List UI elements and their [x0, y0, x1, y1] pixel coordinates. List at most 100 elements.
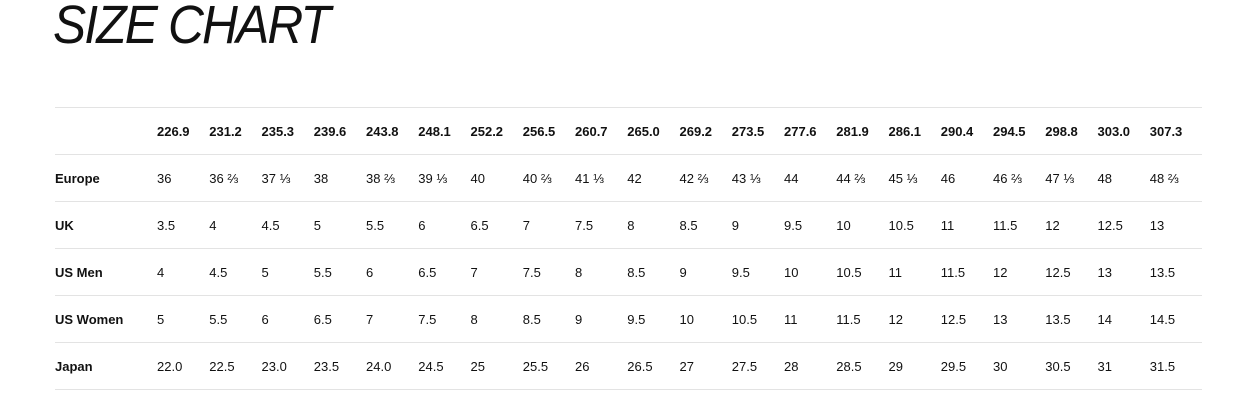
table-cell: 5.5 — [313, 248, 366, 296]
table-cell: 5 — [261, 248, 314, 296]
column-header: 265.0 — [627, 107, 680, 155]
header-row: 226.9 231.2 235.3 239.6 243.8 248.1 252.2 256.5… — [55, 107, 1202, 155]
table-cell: 4.5 — [209, 248, 262, 296]
table-cell: 31.5 — [1149, 342, 1202, 390]
table-cell: 38 — [313, 154, 366, 202]
table-cell: 7.5 — [522, 248, 575, 296]
table-cell: 4 — [157, 248, 210, 296]
row-label: UK — [55, 201, 157, 249]
table-cell: 6.5 — [470, 201, 523, 249]
table-cell: 23.0 — [261, 342, 314, 390]
table-cell: 6 — [418, 201, 471, 249]
table-cell: 24.5 — [418, 342, 471, 390]
table-cell: 8 — [627, 201, 680, 249]
table-cell: 40 ⅔ — [522, 154, 575, 202]
table-cell: 37 ⅓ — [261, 154, 314, 202]
table-cell: 38 ⅔ — [366, 154, 419, 202]
table-cell: 22.5 — [209, 342, 262, 390]
table-cell: 6 — [366, 248, 419, 296]
row-label: US Men — [55, 248, 157, 296]
column-header: 235.3 — [261, 107, 314, 155]
table-cell: 4 — [209, 201, 262, 249]
table-cell: 11.5 — [993, 201, 1046, 249]
table-cell: 5.5 — [209, 295, 262, 343]
table-cell: 44 ⅔ — [836, 154, 889, 202]
table-cell: 12.5 — [1045, 248, 1098, 296]
column-header: 239.6 — [313, 107, 366, 155]
table-cell: 11 — [784, 295, 837, 343]
column-header: 290.4 — [940, 107, 993, 155]
table-cell: 9.5 — [784, 201, 837, 249]
row-label: Europe — [55, 154, 157, 202]
row-label: Japan — [55, 342, 157, 390]
table-cell: 39 ⅓ — [418, 154, 471, 202]
table-cell: 36 ⅔ — [209, 154, 262, 202]
table-row: Europe 36 36 ⅔ 37 ⅓ 38 38 ⅔ 39 ⅓ 40 40 ⅔ 41 ⅓ 42 42… — [55, 154, 1202, 202]
table-cell: 8.5 — [627, 248, 680, 296]
table-cell: 30 — [993, 342, 1046, 390]
table-cell: 11 — [940, 201, 993, 249]
table-row: US Women 5 5.5 6 6.5 7 7.5 8 8.5 9 9.5 10 10.5 11 11.5… — [55, 295, 1202, 343]
table-cell: 3.5 — [157, 201, 210, 249]
table-cell: 13.5 — [1149, 248, 1202, 296]
table-cell: 8 — [470, 295, 523, 343]
column-header: 294.5 — [993, 107, 1046, 155]
table-cell: 9 — [731, 201, 784, 249]
table-cell: 10 — [784, 248, 837, 296]
table-cell: 14.5 — [1149, 295, 1202, 343]
table-cell: 10 — [836, 201, 889, 249]
table-cell: 9.5 — [731, 248, 784, 296]
column-header: 269.2 — [679, 107, 732, 155]
column-header: 277.6 — [784, 107, 837, 155]
column-header: 226.9 — [157, 107, 210, 155]
table-cell: 10.5 — [836, 248, 889, 296]
table-cell: 8.5 — [522, 295, 575, 343]
table-cell: 27.5 — [731, 342, 784, 390]
table-cell: 14 — [1097, 295, 1150, 343]
table-cell: 27 — [679, 342, 732, 390]
table-cell: 29 — [888, 342, 941, 390]
table-row: US Men 4 4.5 5 5.5 6 6.5 7 7.5 8 8.5 9 9.5 10 10.5 11 11… — [55, 248, 1202, 296]
column-header: 248.1 — [418, 107, 471, 155]
table-cell: 13 — [1149, 201, 1202, 249]
table-cell: 22.0 — [157, 342, 210, 390]
table-cell: 11.5 — [836, 295, 889, 343]
table-cell: 30.5 — [1045, 342, 1098, 390]
table-cell: 5.5 — [366, 201, 419, 249]
table-cell: 10.5 — [888, 201, 941, 249]
table-cell: 9.5 — [627, 295, 680, 343]
table-cell: 7 — [366, 295, 419, 343]
table-cell: 25 — [470, 342, 523, 390]
table-cell: 5 — [313, 201, 366, 249]
column-header: 281.9 — [836, 107, 889, 155]
table-cell: 10 — [679, 295, 732, 343]
column-header: 243.8 — [366, 107, 419, 155]
table-cell: 12 — [993, 248, 1046, 296]
column-header: 260.7 — [575, 107, 628, 155]
table-cell: 47 ⅓ — [1045, 154, 1098, 202]
table-cell: 23.5 — [313, 342, 366, 390]
table-cell: 6.5 — [418, 248, 471, 296]
table-cell: 26.5 — [627, 342, 680, 390]
table-cell: 24.0 — [366, 342, 419, 390]
column-header: 252.2 — [470, 107, 523, 155]
column-header: 273.5 — [731, 107, 784, 155]
table-row: Japan 22.0 22.5 23.0 23.5 24.0 24.5 25 25.5 26 26.… — [55, 342, 1202, 390]
table-cell: 7 — [522, 201, 575, 249]
table-cell: 28.5 — [836, 342, 889, 390]
table-cell: 45 ⅓ — [888, 154, 941, 202]
table-cell: 4.5 — [261, 201, 314, 249]
column-header: 303.0 — [1097, 107, 1150, 155]
table-cell: 12 — [888, 295, 941, 343]
table-cell: 42 — [627, 154, 680, 202]
table-cell: 25.5 — [522, 342, 575, 390]
table-cell: 36 — [157, 154, 210, 202]
table-cell: 26 — [575, 342, 628, 390]
table-cell: 9 — [679, 248, 732, 296]
table-cell: 6.5 — [313, 295, 366, 343]
table-cell: 12.5 — [940, 295, 993, 343]
table-cell: 13.5 — [1045, 295, 1098, 343]
table-cell: 28 — [784, 342, 837, 390]
table-cell: 29.5 — [940, 342, 993, 390]
